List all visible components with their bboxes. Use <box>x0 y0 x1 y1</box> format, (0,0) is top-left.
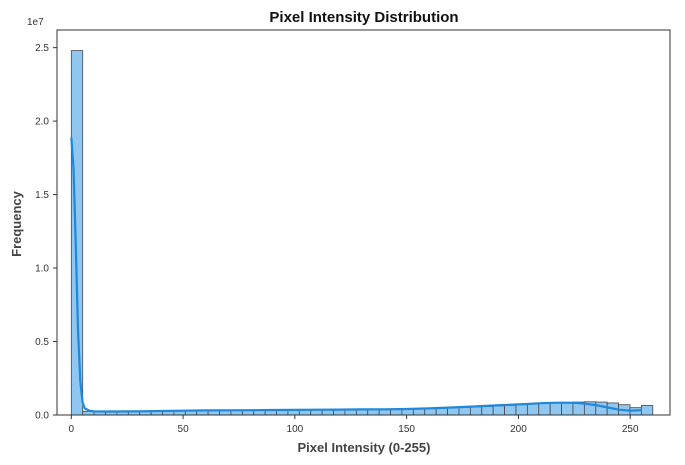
histogram-bar <box>481 406 494 416</box>
histogram-bar <box>469 406 483 416</box>
histogram-bar <box>561 401 574 416</box>
histogram-bar <box>595 401 608 416</box>
histogram-bar <box>526 403 540 416</box>
x-axis-ticks: 0 50 100 150 200 250 <box>69 415 639 435</box>
plot-frame <box>56 29 671 416</box>
y-scale-exponent-label: 1e7 <box>27 17 44 28</box>
y-tick-label: 1.0 <box>35 264 49 275</box>
y-tick-label: 0.5 <box>35 337 49 348</box>
x-axis-label: Pixel Intensity (0-255) <box>298 440 431 455</box>
histogram-bar <box>458 406 471 416</box>
histogram-bar <box>538 403 551 416</box>
chart-title: Pixel Intensity Distribution <box>269 9 458 26</box>
histogram-bar <box>640 405 654 416</box>
y-axis-ticks: 0.0 0.5 1.0 1.5 2.0 2.5 <box>35 43 57 422</box>
y-tick-label: 0.0 <box>35 411 49 422</box>
y-tick-label: 1.5 <box>35 190 49 201</box>
x-tick-label: 200 <box>510 424 527 435</box>
histogram-bar <box>515 404 528 416</box>
histogram-bar <box>492 405 505 416</box>
x-tick-label: 100 <box>287 424 304 435</box>
histogram-bar <box>549 402 562 416</box>
y-tick-label: 2.5 <box>35 43 49 54</box>
x-tick-label: 50 <box>178 424 190 435</box>
x-tick-label: 0 <box>69 424 75 435</box>
y-tick-label: 2.0 <box>35 117 49 128</box>
kde-line <box>70 137 642 413</box>
histogram-bar <box>447 407 460 416</box>
histogram-bar <box>70 50 84 416</box>
histogram-bars <box>70 50 654 416</box>
x-tick-label: 150 <box>398 424 415 435</box>
y-axis-label: Frequency <box>9 190 24 257</box>
x-tick-label: 250 <box>622 424 639 435</box>
histogram-bar <box>504 404 517 416</box>
